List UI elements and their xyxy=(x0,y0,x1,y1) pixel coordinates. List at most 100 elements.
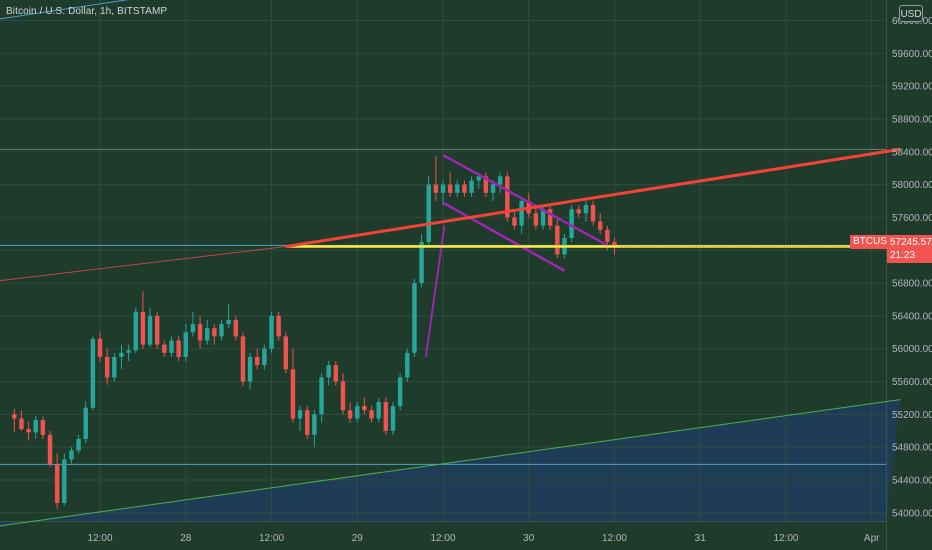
candle-body xyxy=(362,406,367,411)
candle-body xyxy=(605,229,610,243)
candle-body xyxy=(169,340,174,353)
candle-body xyxy=(312,414,317,435)
flag-upper-line xyxy=(442,153,608,247)
candle-body xyxy=(412,283,417,353)
candle-body xyxy=(276,315,281,337)
candle-body xyxy=(369,410,374,419)
candle-body xyxy=(183,332,188,357)
bar-countdown: 21:23 xyxy=(890,250,916,261)
candle-body xyxy=(90,338,96,408)
currency-button[interactable]: USD xyxy=(899,5,923,22)
last-price-label: 57245.57 21:23 xyxy=(887,235,932,263)
candle-body xyxy=(190,324,196,333)
candle-body xyxy=(83,407,88,439)
candle-body xyxy=(483,176,489,193)
candle-body xyxy=(126,350,131,353)
candle-body xyxy=(240,336,246,382)
candle-body xyxy=(69,450,74,460)
candle-body xyxy=(140,311,146,345)
candle-body xyxy=(426,184,431,243)
price-axis-label: 55200.00 xyxy=(892,410,932,421)
time-axis-label: 31 xyxy=(695,533,707,544)
candle-body xyxy=(147,315,153,345)
candle-body xyxy=(397,377,403,407)
time-axis-label: 12:00 xyxy=(773,533,798,544)
price-axis-label: 54000.00 xyxy=(892,508,932,519)
candle-body xyxy=(519,201,524,226)
candle-body xyxy=(455,184,460,193)
candle-body xyxy=(612,242,617,247)
candle-body xyxy=(319,377,324,415)
price-axis-label: 59600.00 xyxy=(892,49,932,60)
candle-body xyxy=(326,365,331,378)
price-axis-label: 56400.00 xyxy=(892,311,932,322)
candle-body xyxy=(54,464,60,503)
candle-body xyxy=(233,319,239,337)
price-axis-label: 59200.00 xyxy=(892,82,932,93)
candle-body xyxy=(540,209,546,226)
price-axis-label: 58400.00 xyxy=(892,147,932,158)
candle-body xyxy=(262,348,267,366)
candle-body xyxy=(355,406,360,419)
candle-body xyxy=(119,352,124,357)
candle-body xyxy=(555,225,560,255)
candle-body xyxy=(62,459,67,503)
candle-body xyxy=(490,184,496,193)
candle-body xyxy=(283,336,289,370)
candle-body xyxy=(576,209,581,214)
candle-body xyxy=(512,217,517,226)
candle-body xyxy=(583,205,589,214)
candle-body xyxy=(104,356,110,378)
time-axis-label: 28 xyxy=(180,533,192,544)
candle-body xyxy=(569,209,574,238)
candle-body xyxy=(133,311,138,351)
candle-body xyxy=(433,184,439,193)
candle-body xyxy=(112,356,117,378)
blue-trend-ray xyxy=(0,0,130,20)
candle-body xyxy=(76,438,81,451)
candle-body xyxy=(447,184,453,193)
thin-trend-line xyxy=(0,246,286,282)
candle-body xyxy=(33,420,38,433)
candle-body xyxy=(547,209,553,226)
candle-body xyxy=(40,420,46,435)
price-axis-label: 58800.00 xyxy=(892,114,932,125)
price-axis-label: 56000.00 xyxy=(892,344,932,355)
candle-body xyxy=(204,328,210,341)
candle-body xyxy=(597,221,603,230)
candle-body xyxy=(590,205,596,222)
time-axis-label: Apr xyxy=(864,533,880,544)
candle-body xyxy=(533,213,539,226)
time-axis-label: 29 xyxy=(352,533,364,544)
candle-body xyxy=(405,352,410,378)
price-axis-label: 55600.00 xyxy=(892,377,932,388)
candle-body xyxy=(476,176,481,181)
candle-body xyxy=(162,344,167,353)
candle-body xyxy=(376,402,381,419)
time-axis-label: 12:00 xyxy=(602,533,627,544)
candle-body xyxy=(97,338,103,357)
candle-body xyxy=(19,418,24,430)
price-axis-label: 58000.00 xyxy=(892,180,932,191)
flag-lower-line xyxy=(442,201,566,272)
price-axis-label: 54800.00 xyxy=(892,443,932,454)
candle-body xyxy=(12,414,17,419)
rising-trend-line xyxy=(285,147,901,249)
last-price-value: 57245.57 xyxy=(890,237,932,248)
candle-body xyxy=(347,410,353,419)
candle-body xyxy=(390,406,396,431)
candle-body xyxy=(176,340,181,357)
candle-body xyxy=(154,315,160,345)
candle-body xyxy=(212,328,217,337)
price-axis-label: 57600.00 xyxy=(892,213,932,224)
candle-body xyxy=(47,434,53,465)
candle-body xyxy=(247,356,253,382)
candle-body xyxy=(440,184,446,193)
candle-body xyxy=(505,176,510,218)
chart-title: Bitcoin / U.S. Dollar, 1h, BITSTAMP xyxy=(6,6,168,17)
symbol-price-tag: BTCUSD xyxy=(850,235,898,249)
time-axis-label: 30 xyxy=(523,533,535,544)
time-axis-label: 12:00 xyxy=(88,533,113,544)
